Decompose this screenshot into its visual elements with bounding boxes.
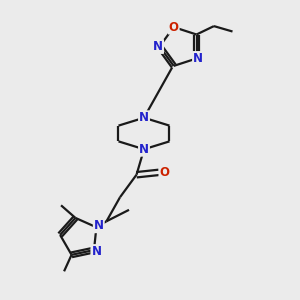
- Text: O: O: [169, 21, 179, 34]
- Text: N: N: [94, 219, 104, 232]
- Text: O: O: [159, 166, 170, 179]
- Text: N: N: [153, 40, 163, 53]
- Text: N: N: [139, 143, 149, 156]
- Text: N: N: [92, 245, 101, 258]
- Text: N: N: [139, 111, 149, 124]
- Text: N: N: [193, 52, 203, 65]
